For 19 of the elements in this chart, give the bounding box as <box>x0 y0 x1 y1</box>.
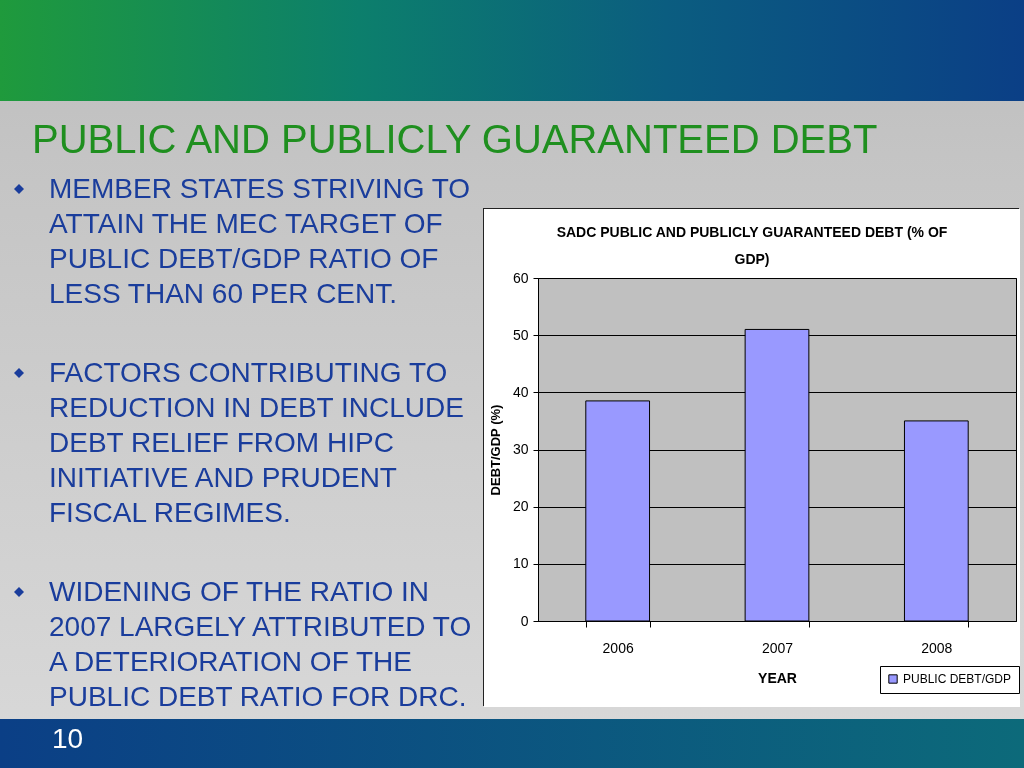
legend-label: PUBLIC DEBT/GDP <box>903 672 1012 686</box>
y-tick-label: 0 <box>520 612 529 629</box>
text: WIDENING OF THE RATIO IN 2007 LARGELY ATTRIBUTED TO A DETERIORATION OF THE PUBLIC DEBT RATIO FOR DRC. <box>49 576 472 712</box>
y-tick-label: 20 <box>512 498 529 515</box>
y-tick-label: 10 <box>512 555 529 572</box>
x-tick-label: 2008 <box>921 639 953 656</box>
y-tick-label: 60 <box>512 269 529 286</box>
y-tick-label: 50 <box>512 326 529 343</box>
x-tick-label: 2006 <box>602 639 634 656</box>
text: FACTORS CONTRIBUTING TO REDUCTION IN DEBT INCLUDE DEBT RELIEF FROM HIPC INITIATIVE AND PRUDENT FISCAL REGIMES. <box>49 357 464 528</box>
x-axis-title: YEAR <box>758 669 797 686</box>
chart-title: PUBLIC AND PUBLICLY GUARANTEED DEBT <box>32 117 878 161</box>
x-tick-label: 2007 <box>761 639 794 656</box>
y-tick-label: 40 <box>512 383 529 400</box>
y-axis-title: DEBT/GDP (%) <box>487 404 503 496</box>
chart-subtitle: SADC PUBLIC AND PUBLICLY GUARANTEED DEBT (% OF GDP) <box>556 224 948 267</box>
text: 10 <box>52 722 84 756</box>
text: MEMBER STATES STRIVING TO ATTAIN THE MEC TARGET OF PUBLIC DEBT/GDP RATIO OF LESS THAN 60 PER CENT. <box>49 173 471 309</box>
y-tick-label: 30 <box>512 441 529 457</box>
